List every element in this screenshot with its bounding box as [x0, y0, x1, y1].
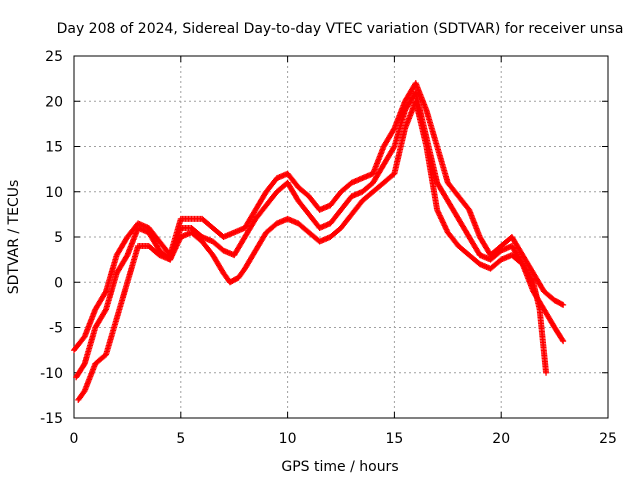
x-tick-label: 20: [492, 431, 510, 447]
series-track-b: [73, 89, 567, 381]
data-point: [543, 369, 550, 376]
data-point: [390, 126, 397, 133]
data-point: [80, 361, 87, 368]
y-tick-label: 5: [54, 230, 63, 246]
x-tick-label: 15: [385, 431, 403, 447]
y-axis-label: SDTVAR / TECUs: [6, 180, 22, 295]
y-tick-label: 20: [45, 94, 63, 110]
y-tick-label: -10: [40, 366, 63, 382]
x-tick-label: 25: [599, 431, 617, 447]
x-tick-label: 5: [176, 431, 185, 447]
y-tick-label: -15: [40, 411, 63, 427]
y-tick-label: 0: [54, 275, 63, 291]
axis-ticks: 0 5 10 15 20 25 -15 -10 -5 0 5 10 15 20 25: [40, 49, 617, 447]
data-point: [102, 289, 109, 296]
data-marks: [71, 80, 567, 403]
x-tick-label: 10: [279, 431, 297, 447]
x-axis-label: GPS time / hours: [281, 459, 398, 475]
data-point: [559, 336, 566, 343]
data-point: [560, 301, 567, 308]
series-track-a: [71, 80, 567, 354]
series-track-c: [75, 98, 550, 403]
data-point: [390, 144, 397, 151]
data-point: [102, 307, 109, 314]
y-tick-label: -5: [49, 321, 63, 337]
y-tick-label: 15: [45, 140, 63, 156]
grid: [74, 56, 608, 418]
data-point: [529, 277, 536, 284]
data-point: [560, 338, 567, 345]
chart-title: Day 208 of 2024, Sidereal Day-to-day VTE…: [57, 21, 624, 37]
x-tick-label: 0: [70, 431, 79, 447]
y-tick-label: 25: [45, 49, 63, 65]
data-point: [123, 253, 130, 260]
y-tick-label: 10: [45, 185, 63, 201]
